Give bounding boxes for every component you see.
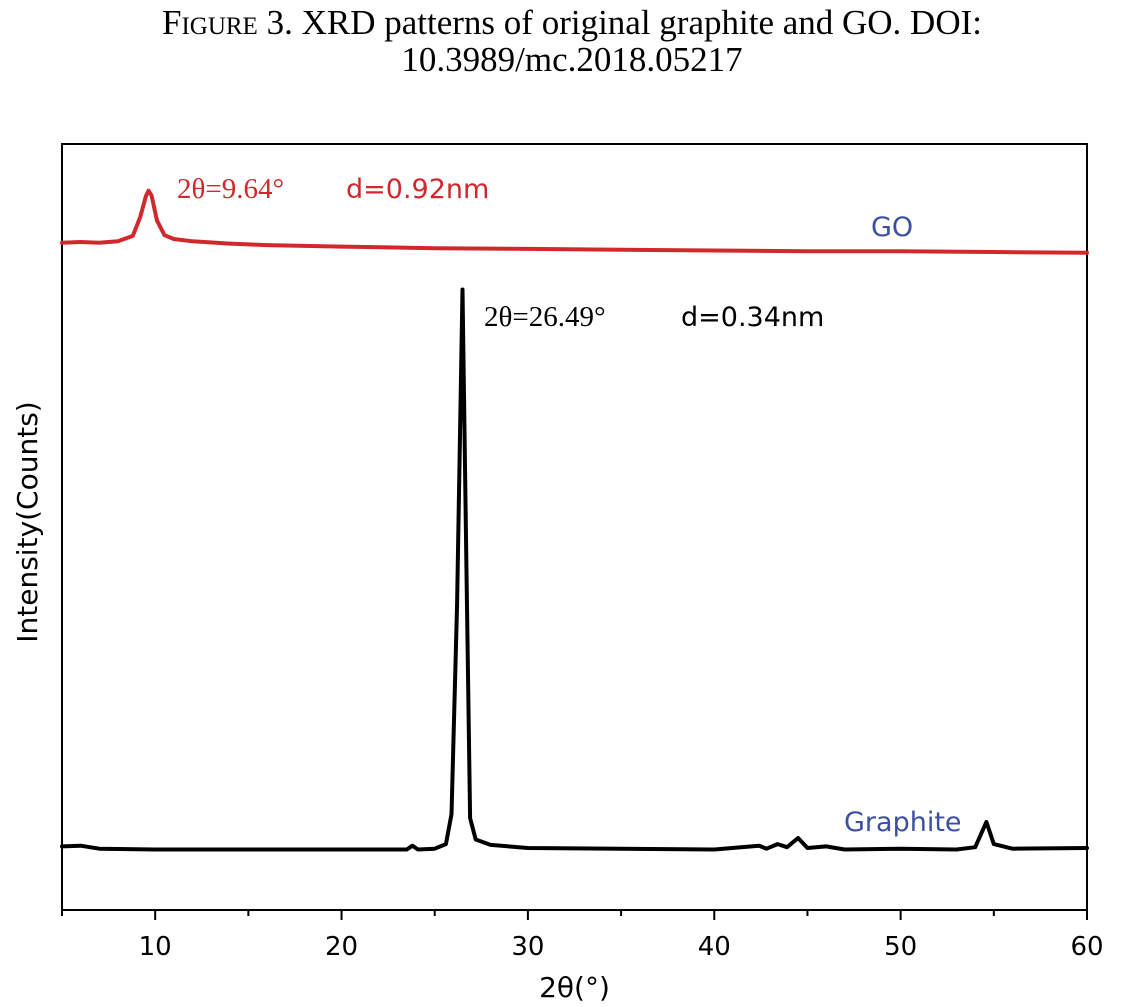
x-tick-label-40: 40: [698, 932, 731, 962]
x-tick-label-20: 20: [325, 932, 358, 962]
series-line-graphite: [60, 287, 1089, 852]
x-tick-label-60: 60: [1070, 932, 1103, 962]
series-label-graphite: Graphite: [844, 807, 962, 838]
plot-border: [61, 143, 1088, 911]
x-tick-label-30: 30: [511, 932, 544, 962]
x-axis-ticks: 10 20 30 40 50 60: [61, 910, 1104, 962]
x-axis-label: 2θ(°): [539, 971, 610, 1004]
graphite-peak-d-annotation: d=0.34nm: [681, 302, 824, 333]
go-peak-2theta-annotation: 2θ=9.64°: [177, 173, 284, 205]
x-tick-label-10: 10: [139, 932, 172, 962]
figure-caption: Figure 3. XRD patterns of original graph…: [0, 0, 1144, 94]
x-tick-label-50: 50: [884, 932, 917, 962]
caption-line-2: 10.3989/mc.2018.05217: [401, 40, 743, 79]
y-axis-label: Intensity(Counts): [11, 401, 44, 642]
caption-figure-label: Figure 3.: [161, 3, 293, 42]
series-label-go: GO: [871, 212, 913, 243]
chart-labels: 2θ(°) Intensity(Counts) 2θ=9.64° d=0.92nm 2θ…: [11, 173, 962, 1004]
go-peak-d-annotation: d=0.92nm: [346, 174, 489, 205]
caption-line1-text: XRD patterns of original graphite and GO…: [292, 3, 982, 42]
series-line-go: [60, 188, 1089, 255]
graphite-peak-2theta-annotation: 2θ=26.49°: [484, 301, 606, 333]
series-lines: [60, 188, 1089, 852]
plot-frame: [61, 143, 1088, 911]
caption-line-1: Figure 3. XRD patterns of original graph…: [0, 4, 1144, 41]
